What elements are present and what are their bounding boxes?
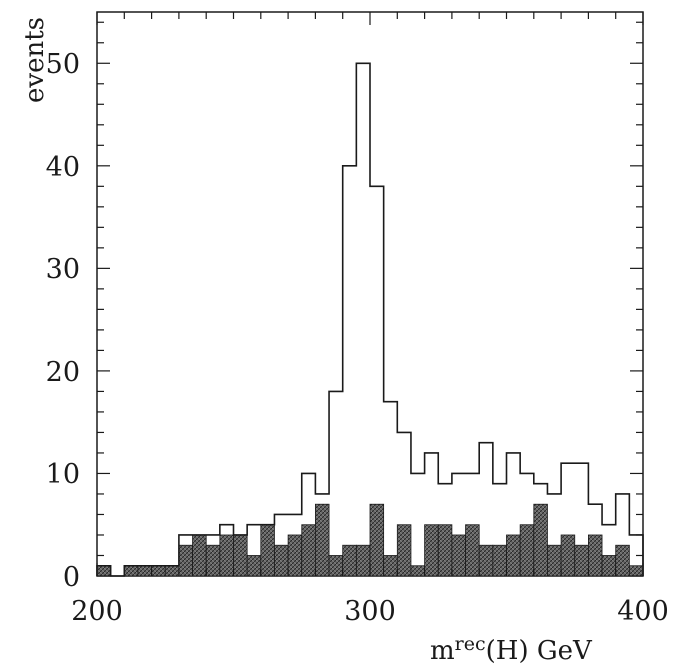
background-histogram	[96, 503, 644, 577]
x-axis-label-sup: rec	[455, 633, 486, 655]
background-bar	[410, 565, 426, 577]
x-axis-label: mrec(H) GeV	[430, 633, 593, 666]
background-bar	[424, 524, 439, 577]
y-tick-label-50: 50	[46, 49, 80, 80]
x-tick-label-400: 400	[617, 596, 669, 627]
x-tick-label-300: 300	[344, 596, 396, 627]
axis-ticks	[96, 12, 644, 577]
background-bar	[260, 524, 275, 577]
background-bar	[178, 544, 193, 577]
background-bar	[205, 544, 221, 577]
background-bar	[151, 565, 166, 577]
background-bar	[314, 503, 330, 577]
background-bar	[123, 565, 139, 577]
background-bar	[274, 544, 289, 577]
background-bar	[355, 544, 371, 577]
background-bar	[328, 555, 344, 577]
y-axis-label: events	[20, 17, 50, 103]
background-bar	[396, 524, 412, 577]
background-bar	[369, 503, 385, 577]
background-bar	[287, 534, 303, 577]
background-bar	[342, 544, 357, 577]
background-bar	[533, 503, 548, 577]
background-bar	[465, 524, 480, 577]
background-bar	[506, 534, 521, 577]
background-bar	[219, 534, 234, 577]
x-axis-label-rest: (H) GeV	[486, 636, 593, 666]
background-bar	[233, 534, 248, 577]
background-bar	[519, 524, 535, 577]
x-tick-label-200: 200	[71, 596, 123, 627]
signal-histogram	[96, 62, 644, 577]
y-tick-label-20: 20	[46, 357, 80, 388]
background-bar	[96, 565, 112, 577]
background-bar	[192, 534, 207, 577]
background-bar	[560, 534, 576, 577]
background-bar	[437, 524, 453, 577]
background-bar	[451, 534, 466, 577]
y-tick-label-30: 30	[46, 254, 80, 285]
background-bar	[615, 544, 630, 577]
background-bar	[588, 534, 603, 577]
background-bar	[492, 544, 507, 577]
background-bar	[301, 524, 316, 577]
background-bar	[601, 555, 617, 577]
background-bar	[478, 544, 494, 577]
x-axis-label-base: m	[430, 636, 455, 666]
background-bar	[164, 565, 180, 577]
background-bar	[137, 565, 152, 577]
background-bar	[383, 555, 398, 577]
background-bar	[547, 544, 562, 577]
y-tick-label-10: 10	[46, 459, 80, 490]
background-bar	[246, 555, 262, 577]
background-bar	[628, 565, 644, 577]
background-bar	[574, 544, 589, 577]
signal-step-line	[96, 62, 644, 577]
y-tick-label-0: 0	[63, 562, 80, 593]
y-tick-label-40: 40	[46, 152, 80, 183]
